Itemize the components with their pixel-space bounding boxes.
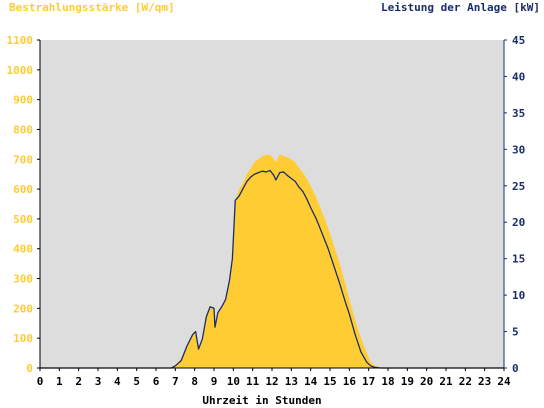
x-tick-label: 1 <box>56 375 63 388</box>
y-right-tick-label: 20 <box>512 216 525 229</box>
x-tick-label: 2 <box>75 375 82 388</box>
y-left-tick-label: 500 <box>13 213 33 226</box>
axes-layer: 0 1 2 3 4 5 6 7 8 9 10 11 12 13 14 15 16 17 18 19 20 21 22 23 24… <box>7 34 526 388</box>
x-tick-label: 9 <box>211 375 218 388</box>
right-axis-title: Leistung der Anlage [kW] <box>381 1 540 14</box>
x-tick-label: 13 <box>285 375 298 388</box>
x-tick-label: 14 <box>304 375 318 388</box>
y-left-tick-label: 400 <box>13 243 33 256</box>
power-line <box>40 169 504 369</box>
irradiance-area <box>40 154 504 368</box>
y-right-tick-label: 10 <box>512 289 525 302</box>
y-right-tick-label: 45 <box>512 34 525 47</box>
y-right-tick-label: 5 <box>512 326 519 339</box>
y-left-tick-label: 800 <box>13 123 33 136</box>
x-tick-label: 18 <box>381 375 394 388</box>
x-tick-label: 11 <box>246 375 260 388</box>
y-right-tick-label: 25 <box>512 180 525 193</box>
y-right-tick-label: 30 <box>512 143 525 156</box>
series-layer <box>40 154 504 369</box>
x-tick-label: 7 <box>172 375 179 388</box>
y-right-tick-label: 35 <box>512 107 525 120</box>
y-left-tick-label: 200 <box>13 302 33 315</box>
x-tick-label: 15 <box>323 375 336 388</box>
x-tick-label: 16 <box>343 375 357 388</box>
x-tick-label: 10 <box>227 375 240 388</box>
x-tick-label: 19 <box>401 375 414 388</box>
x-tick-label: 12 <box>265 375 278 388</box>
left-axis-title: Bestrahlungsstärke [W/qm] <box>9 1 175 14</box>
x-tick-label: 8 <box>191 375 198 388</box>
y-right-tick-label: 40 <box>512 70 525 83</box>
y-left-tick-label: 0 <box>26 362 33 375</box>
x-tick-label: 23 <box>478 375 491 388</box>
y-left-tick-label: 700 <box>13 153 33 166</box>
x-axis-title: Uhrzeit in Stunden <box>202 394 321 407</box>
x-tick-label: 17 <box>362 375 375 388</box>
x-tick-label: 0 <box>37 375 44 388</box>
x-tick-label: 21 <box>439 375 453 388</box>
y-left-tick-label: 600 <box>13 183 33 196</box>
x-tick-label: 22 <box>459 375 472 388</box>
x-tick-label: 24 <box>497 375 511 388</box>
x-tick-label: 20 <box>420 375 433 388</box>
y-right-tick-label: 0 <box>512 362 519 375</box>
y-left-tick-label: 300 <box>13 273 33 286</box>
x-tick-label: 5 <box>133 375 140 388</box>
y-left-tick-label: 900 <box>13 94 33 107</box>
y-left-tick-label: 1100 <box>7 34 34 47</box>
y-left-tick-label: 100 <box>13 332 33 345</box>
y-left-tick-label: 1000 <box>7 64 34 77</box>
x-tick-label: 4 <box>114 375 121 388</box>
x-tick-label: 3 <box>95 375 102 388</box>
x-tick-label: 6 <box>153 375 160 388</box>
y-right-tick-label: 15 <box>512 253 525 266</box>
